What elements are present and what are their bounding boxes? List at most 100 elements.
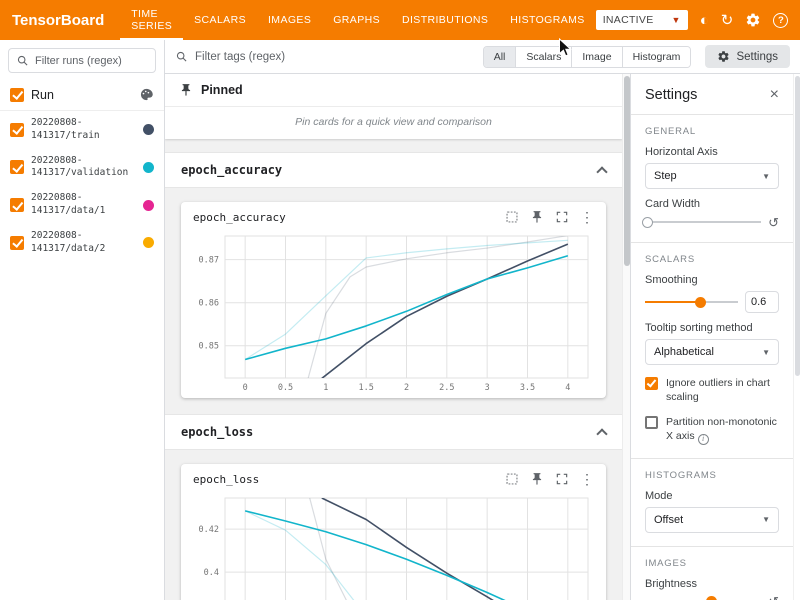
svg-text:2.5: 2.5 — [439, 383, 454, 393]
field-label: Tooltip sorting method — [645, 322, 779, 334]
svg-text:1: 1 — [323, 383, 328, 393]
pin-icon[interactable] — [530, 472, 544, 486]
svg-text:0.42: 0.42 — [199, 525, 219, 535]
cards-area: Pinned Pin cards for a quick view and co… — [165, 74, 622, 600]
partition-x-row[interactable]: Partition non-monotonic X axisi — [645, 416, 779, 444]
tag-filter-input[interactable] — [195, 51, 375, 63]
settings-gear-icon[interactable] — [745, 12, 761, 28]
reset-icon[interactable]: ↺ — [768, 216, 779, 229]
settings-panel: Settings × GENERAL Horizontal Axis Step … — [630, 74, 800, 600]
chevron-up-icon — [596, 166, 607, 177]
refresh-icon[interactable]: ↻ — [721, 13, 734, 28]
run-color-dot — [143, 237, 154, 248]
run-row[interactable]: 20220808-141317/data/1 — [0, 186, 164, 224]
tab-time-series[interactable]: TIME SERIES — [120, 0, 183, 40]
header-tabs: TIME SERIESSCALARSIMAGESGRAPHSDISTRIBUTI… — [120, 0, 595, 40]
settings-scrollbar[interactable] — [793, 74, 800, 600]
fullscreen-icon[interactable] — [555, 210, 569, 224]
run-row[interactable]: 20220808-141317/validation — [0, 149, 164, 187]
tag-filter-box — [175, 50, 473, 63]
runs-header-label: Run — [31, 88, 54, 102]
horizontal-axis-select[interactable]: Step ▼ — [645, 163, 779, 189]
run-label: 20220808-141317/train — [31, 117, 136, 143]
reload-mode-value: INACTIVE — [603, 14, 654, 26]
theme-toggle-icon[interactable]: ◐ — [700, 13, 709, 28]
main-scrollbar[interactable] — [622, 74, 630, 600]
checkbox-label: Partition non-monotonic X axisi — [666, 416, 779, 444]
fit-to-image-icon[interactable] — [505, 472, 519, 486]
scalar-card-epoch-accuracy: epoch_accuracy ⋮ 00.511.522.533.540.850.… — [181, 202, 606, 398]
section-title: epoch_accuracy — [181, 163, 282, 177]
pin-icon[interactable] — [530, 210, 544, 224]
settings-button[interactable]: Settings — [705, 45, 790, 68]
filter-chip-histogram[interactable]: Histogram — [622, 47, 691, 67]
chevron-down-icon: ▼ — [762, 172, 770, 181]
card-toolbar: ⋮ — [505, 472, 594, 486]
run-filter-input[interactable] — [35, 55, 148, 67]
settings-button-label: Settings — [736, 51, 778, 63]
brightness-slider[interactable] — [645, 595, 761, 600]
field-label: Mode — [645, 490, 779, 502]
field-label: Brightness — [645, 578, 779, 590]
smoothing-slider[interactable] — [645, 295, 738, 309]
chevron-down-icon: ▼ — [672, 15, 681, 25]
smoothing-value-input[interactable] — [745, 291, 779, 313]
svg-text:0.87: 0.87 — [199, 256, 219, 266]
run-row[interactable]: 20220808-141317/train — [0, 111, 164, 149]
runs-list: 20220808-141317/train 20220808-141317/val… — [0, 111, 164, 262]
reset-icon[interactable]: ↺ — [768, 595, 779, 600]
svg-text:0.5: 0.5 — [278, 383, 293, 393]
palette-icon[interactable] — [139, 87, 154, 102]
reload-mode-select[interactable]: INACTIVE ▼ — [596, 10, 688, 30]
settings-section-images: IMAGES Brightness ↺ Contrast ↺ — [631, 547, 793, 600]
section-title: epoch_loss — [181, 425, 253, 439]
run-checkbox[interactable] — [10, 123, 24, 137]
run-checkbox[interactable] — [10, 198, 24, 212]
app-title: TensorBoard — [0, 12, 120, 29]
fullscreen-icon[interactable] — [555, 472, 569, 486]
field-label: Horizontal Axis — [645, 146, 779, 158]
run-color-dot — [143, 200, 154, 211]
tab-scalars[interactable]: SCALARS — [183, 0, 257, 40]
card-container: epoch_loss ⋮ 00.511.522.533.540.360.380.… — [165, 450, 622, 600]
tab-images[interactable]: IMAGES — [257, 0, 322, 40]
info-icon[interactable]: i — [698, 434, 709, 445]
run-checkbox[interactable] — [10, 236, 24, 250]
section-header-epoch-loss[interactable]: epoch_loss — [165, 414, 622, 450]
scalar-chart-epoch-accuracy[interactable]: 00.511.522.533.540.850.860.87 — [189, 228, 598, 396]
scalar-chart-epoch-loss[interactable]: 00.511.522.533.540.360.380.40.42 — [189, 490, 598, 600]
filter-chip-image[interactable]: Image — [571, 47, 621, 67]
runs-sidebar: Run 20220808-141317/train20220808-141317… — [0, 40, 165, 600]
section-header-epoch-accuracy[interactable]: epoch_accuracy — [165, 152, 622, 188]
runs-list-header: Run — [0, 81, 164, 111]
settings-scrollbar-thumb[interactable] — [795, 76, 800, 376]
tab-graphs[interactable]: GRAPHS — [322, 0, 391, 40]
help-icon[interactable]: ? — [773, 13, 788, 28]
tab-distributions[interactable]: DISTRIBUTIONS — [391, 0, 499, 40]
main-scrollbar-thumb[interactable] — [624, 76, 630, 266]
tab-histograms[interactable]: HISTOGRAMS — [499, 0, 595, 40]
scalar-card-epoch-loss: epoch_loss ⋮ 00.511.522.533.540.360.380.… — [181, 464, 606, 600]
card-width-slider[interactable] — [645, 215, 761, 229]
close-icon[interactable]: × — [770, 87, 779, 103]
run-row[interactable]: 20220808-141317/data/2 — [0, 224, 164, 262]
select-all-runs-checkbox[interactable] — [10, 88, 24, 102]
ignore-outliers-checkbox[interactable] — [645, 377, 658, 390]
run-filter-box — [8, 48, 156, 73]
search-icon — [16, 54, 29, 67]
filter-chip-scalars[interactable]: Scalars — [515, 47, 571, 67]
more-options-icon[interactable]: ⋮ — [580, 210, 594, 224]
run-color-dot — [143, 124, 154, 135]
fit-to-image-icon[interactable] — [505, 210, 519, 224]
tooltip-sorting-select[interactable]: Alphabetical ▼ — [645, 339, 779, 365]
partition-x-checkbox[interactable] — [645, 416, 658, 429]
histogram-mode-select[interactable]: Offset ▼ — [645, 507, 779, 533]
ignore-outliers-row[interactable]: Ignore outliers in chart scaling — [645, 377, 779, 404]
run-checkbox[interactable] — [10, 160, 24, 174]
section-label: GENERAL — [645, 126, 779, 137]
field-label: Smoothing — [645, 274, 779, 286]
filter-chip-all[interactable]: All — [484, 47, 516, 67]
tooltip-sorting-value: Alphabetical — [654, 346, 714, 358]
more-options-icon[interactable]: ⋮ — [580, 472, 594, 486]
field-label: Card Width — [645, 198, 779, 210]
